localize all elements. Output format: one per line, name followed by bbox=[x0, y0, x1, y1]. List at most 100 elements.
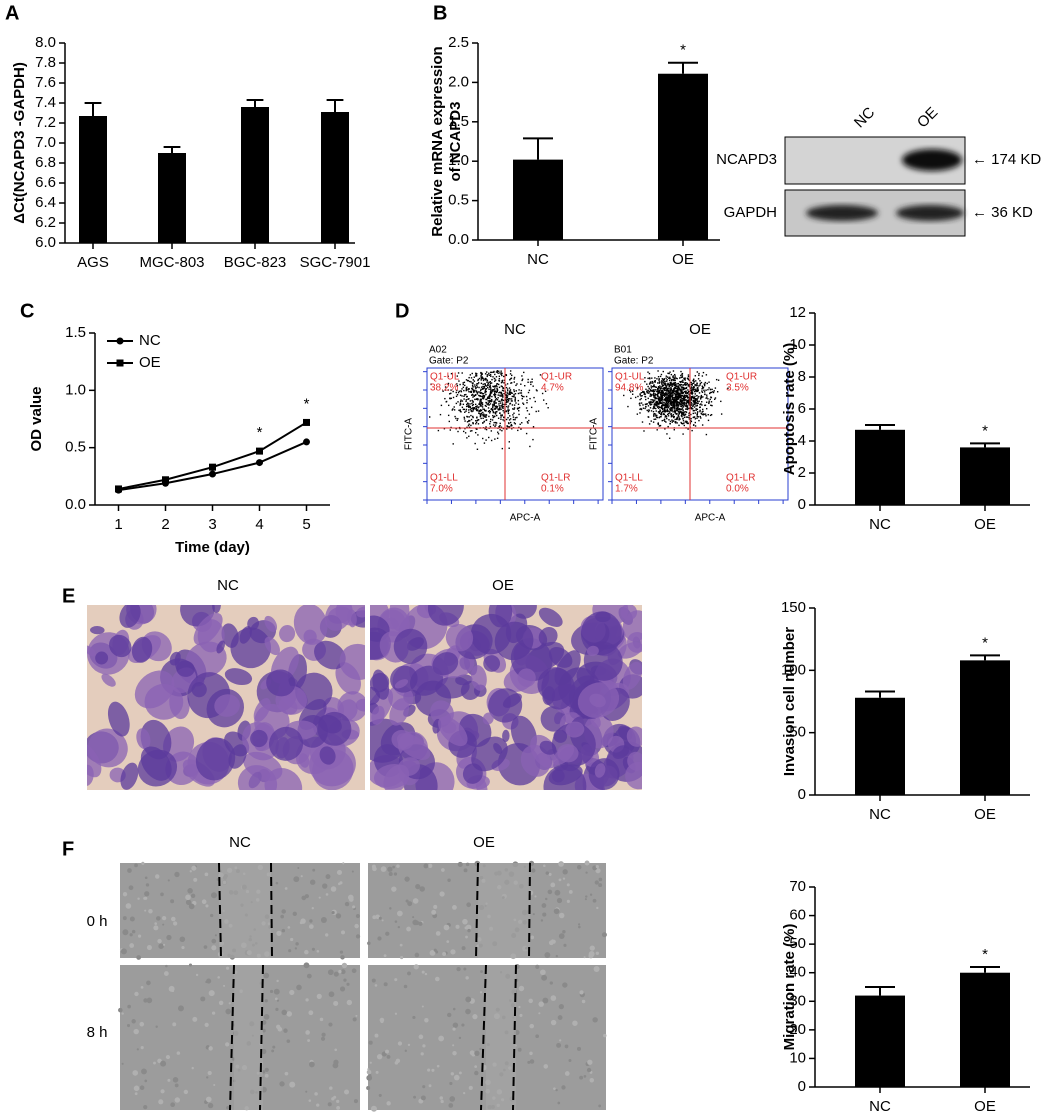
event bbox=[657, 403, 659, 405]
event bbox=[493, 403, 495, 406]
texture bbox=[423, 863, 429, 869]
texture bbox=[355, 913, 360, 919]
cell bbox=[493, 743, 503, 754]
event bbox=[486, 386, 489, 389]
y-tick-label: 100 bbox=[781, 661, 806, 678]
event bbox=[528, 413, 531, 415]
texture bbox=[209, 913, 214, 918]
event bbox=[464, 411, 466, 413]
cell bbox=[136, 728, 151, 750]
cell bbox=[557, 743, 579, 763]
texture bbox=[452, 1044, 455, 1047]
event bbox=[715, 378, 718, 381]
texture bbox=[564, 1044, 569, 1049]
event bbox=[654, 394, 656, 397]
event bbox=[667, 391, 669, 393]
event bbox=[676, 391, 678, 393]
cell bbox=[462, 763, 483, 784]
texture bbox=[226, 1105, 230, 1110]
event bbox=[693, 386, 695, 388]
event bbox=[466, 437, 468, 439]
event bbox=[496, 371, 499, 373]
event bbox=[475, 419, 477, 422]
texture bbox=[163, 971, 169, 976]
event bbox=[499, 402, 502, 404]
texture bbox=[177, 1005, 184, 1012]
event bbox=[456, 389, 458, 392]
texture bbox=[532, 913, 535, 916]
event bbox=[489, 412, 491, 414]
texture bbox=[139, 1085, 145, 1091]
event bbox=[479, 410, 481, 412]
event bbox=[489, 384, 491, 386]
event bbox=[693, 406, 696, 408]
event bbox=[456, 375, 459, 377]
event bbox=[485, 419, 487, 421]
event bbox=[696, 390, 698, 392]
event bbox=[476, 405, 478, 407]
event bbox=[657, 402, 659, 404]
event bbox=[508, 392, 511, 394]
event bbox=[447, 414, 450, 417]
event bbox=[484, 415, 486, 418]
event bbox=[705, 401, 708, 403]
event bbox=[462, 403, 465, 406]
event bbox=[685, 402, 687, 405]
y-axis-label: Migration rate (%) bbox=[781, 924, 798, 1051]
event bbox=[473, 390, 475, 393]
event bbox=[469, 391, 472, 393]
texture bbox=[412, 1015, 416, 1020]
y-tick-label: 1.0 bbox=[65, 381, 86, 398]
event bbox=[653, 385, 655, 387]
texture bbox=[595, 864, 599, 869]
event bbox=[502, 407, 504, 410]
event bbox=[657, 401, 659, 403]
event bbox=[708, 402, 710, 405]
event bbox=[666, 378, 668, 381]
texture bbox=[585, 895, 588, 898]
texture bbox=[206, 1076, 209, 1079]
event bbox=[495, 424, 497, 426]
texture bbox=[578, 925, 581, 929]
event bbox=[644, 403, 647, 406]
event bbox=[682, 412, 684, 414]
event bbox=[700, 396, 702, 398]
texture bbox=[325, 893, 329, 896]
texture bbox=[564, 1071, 570, 1076]
event bbox=[693, 416, 695, 418]
event bbox=[694, 412, 696, 414]
event bbox=[675, 377, 677, 379]
event bbox=[492, 405, 494, 407]
event bbox=[706, 396, 708, 398]
texture bbox=[541, 903, 547, 908]
event bbox=[506, 405, 508, 408]
event bbox=[674, 418, 676, 421]
y-tick-label: 150 bbox=[781, 599, 806, 616]
event bbox=[659, 410, 662, 412]
event bbox=[696, 403, 698, 405]
event bbox=[501, 447, 504, 450]
event bbox=[664, 398, 666, 400]
event bbox=[643, 393, 645, 395]
event bbox=[692, 380, 695, 382]
event bbox=[697, 388, 699, 390]
event bbox=[513, 390, 516, 393]
texture bbox=[435, 976, 440, 982]
event bbox=[499, 412, 501, 414]
texture bbox=[122, 916, 127, 921]
event bbox=[471, 430, 473, 432]
texture bbox=[529, 1059, 535, 1064]
event bbox=[483, 395, 486, 397]
event bbox=[684, 377, 686, 379]
event bbox=[663, 410, 665, 412]
event bbox=[662, 392, 665, 394]
event bbox=[468, 398, 470, 400]
texture bbox=[204, 1022, 209, 1028]
event bbox=[685, 421, 688, 424]
event bbox=[508, 391, 511, 393]
event bbox=[525, 407, 528, 409]
event bbox=[462, 386, 465, 389]
texture bbox=[385, 1049, 389, 1054]
texture bbox=[352, 905, 356, 909]
event bbox=[698, 419, 700, 422]
